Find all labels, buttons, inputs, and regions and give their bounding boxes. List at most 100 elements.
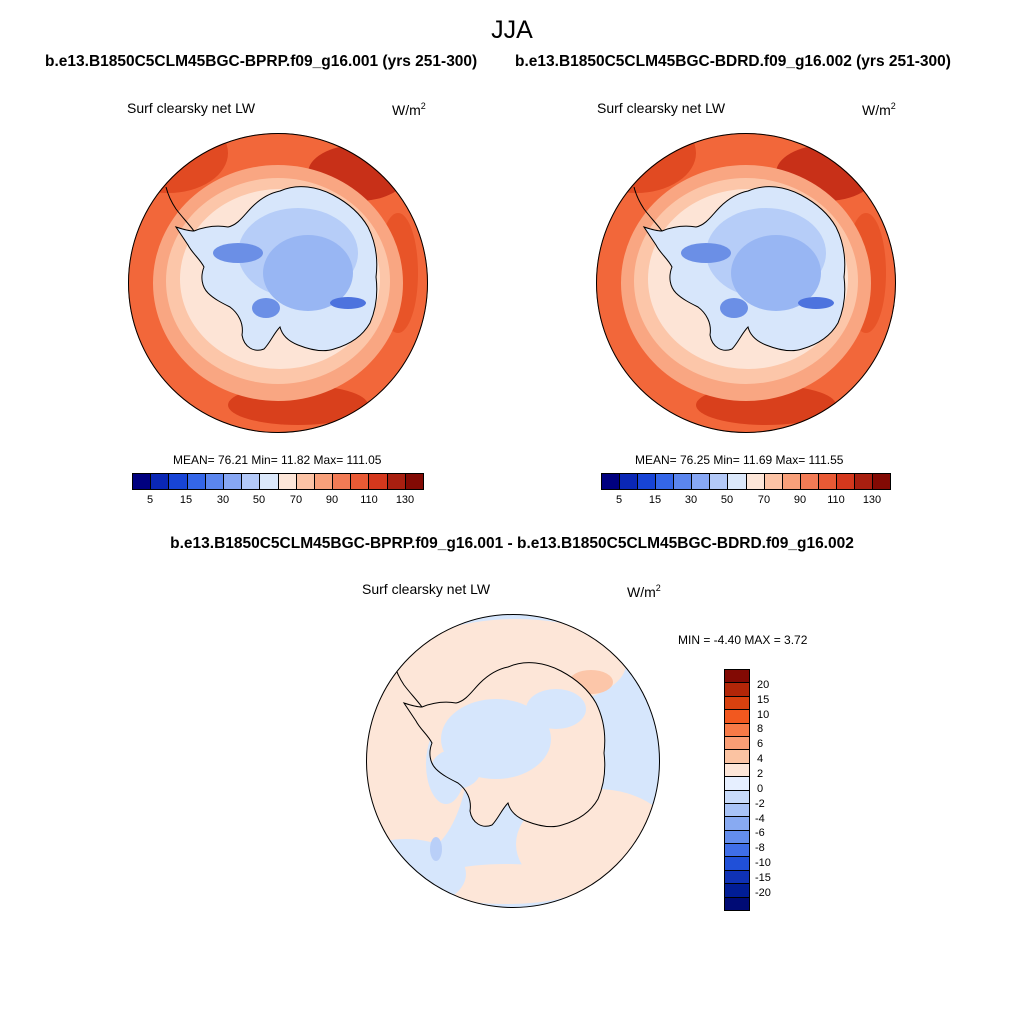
diff-colorbar [724, 669, 750, 911]
diff-map [366, 614, 660, 908]
cb-swatch [800, 474, 819, 489]
panel1-cb-label: 30 [216, 494, 230, 506]
panel2-cb-label: 5 [615, 494, 623, 506]
diff-cb-label: -15 [755, 872, 771, 884]
cb-swatch [296, 474, 315, 489]
diff-variable: Surf clearsky net LW [362, 581, 491, 597]
cb-swatch [872, 474, 890, 489]
cb-swatch [725, 763, 749, 778]
panel1-stats: MEAN= 76.21 Min= 11.82 Max= 111.05 [173, 453, 382, 467]
panel2-cb-label: 50 [720, 494, 734, 506]
cb-swatch [351, 474, 370, 489]
panel1-variable: Surf clearsky net LW [127, 100, 256, 116]
season-title: JJA [491, 16, 533, 44]
diff-cb-label: 20 [757, 679, 770, 691]
cb-swatch [782, 474, 801, 489]
cb-swatch [764, 474, 783, 489]
diff-cb-label: -20 [755, 887, 771, 899]
panel2-cb-label: 70 [757, 494, 771, 506]
case-a-title: b.e13.B1850C5CLM45BGC-BPRP.f09_g16.001 (… [45, 53, 478, 70]
panel1-cb-label: 110 [360, 494, 378, 506]
panel2-stats: MEAN= 76.25 Min= 11.69 Max= 111.55 [635, 453, 844, 467]
cb-swatch [725, 790, 749, 804]
diff-cb-label: 4 [757, 753, 764, 765]
cb-swatch [674, 474, 693, 489]
panel1-unit: W/m2 [392, 101, 426, 118]
panel2-cb-label: 110 [827, 494, 845, 506]
cb-swatch [818, 474, 837, 489]
panel1-map [128, 133, 428, 433]
panel2-cb-label: 130 [862, 494, 882, 506]
cb-swatch [725, 723, 749, 737]
diff-cb-label: 15 [757, 694, 770, 706]
diff-stats: MIN = -4.40 MAX = 3.72 [678, 633, 808, 647]
cb-swatch [260, 474, 279, 489]
cb-swatch [725, 844, 749, 858]
panel2-map [596, 133, 896, 433]
panel2-cb-label: 30 [684, 494, 698, 506]
cb-swatch [656, 474, 675, 489]
panel1-cb-label: 130 [395, 494, 415, 506]
cb-swatch [333, 474, 352, 489]
diff-cb-label: 10 [757, 709, 770, 721]
cb-swatch [602, 474, 621, 489]
panel2-colorbar [601, 473, 891, 490]
cb-swatch [725, 870, 749, 885]
cb-swatch [725, 736, 749, 751]
cb-swatch [725, 803, 749, 818]
diff-cb-label: -8 [755, 842, 765, 854]
cb-swatch [369, 474, 388, 489]
cb-swatch [223, 474, 243, 489]
cb-swatch [725, 884, 749, 898]
diff-title: b.e13.B1850C5CLM45BGC-BPRP.f09_g16.001 -… [170, 535, 854, 552]
cb-swatch [725, 830, 749, 845]
cb-swatch [405, 474, 423, 489]
panel1-colorbar [132, 473, 424, 490]
diff-cb-label: 0 [757, 783, 764, 795]
cb-swatch [638, 474, 657, 489]
cb-swatch [692, 474, 711, 489]
cb-swatch [278, 474, 297, 489]
cb-swatch [725, 897, 749, 911]
cb-swatch [314, 474, 334, 489]
case-b-title: b.e13.B1850C5CLM45BGC-BDRD.f09_g16.002 (… [515, 53, 951, 70]
cb-swatch [725, 750, 749, 764]
cb-swatch [836, 474, 855, 489]
cb-swatch [169, 474, 188, 489]
diff-cb-label: 8 [757, 723, 764, 735]
diff-cb-label: -4 [755, 813, 765, 825]
panel1-cb-label: 15 [179, 494, 193, 506]
cb-swatch [854, 474, 873, 489]
cb-swatch [205, 474, 224, 489]
cb-swatch [725, 670, 749, 684]
cb-swatch [728, 474, 747, 489]
cb-swatch [133, 474, 152, 489]
cb-swatch [710, 474, 729, 489]
cb-swatch [187, 474, 206, 489]
panel2-cb-label: 15 [648, 494, 662, 506]
panel1-cb-label: 5 [146, 494, 154, 506]
cb-swatch [725, 696, 749, 711]
diff-cb-label: -6 [755, 827, 765, 839]
diff-cb-label: -10 [755, 857, 771, 869]
panel1-cb-label: 50 [252, 494, 266, 506]
panel2-cb-label: 90 [793, 494, 807, 506]
cb-swatch [725, 683, 749, 697]
diff-cb-label: 2 [757, 768, 764, 780]
panel2-unit: W/m2 [862, 101, 896, 118]
cb-swatch [151, 474, 170, 489]
panel1-cb-label: 90 [325, 494, 339, 506]
cb-swatch [620, 474, 639, 489]
cb-swatch [725, 817, 749, 831]
cb-swatch [387, 474, 406, 489]
diff-cb-label: 6 [757, 738, 764, 750]
panel1-cb-label: 70 [289, 494, 303, 506]
cb-swatch [725, 777, 749, 791]
cb-swatch [242, 474, 261, 489]
diff-cb-label: -2 [755, 798, 765, 810]
cb-swatch [725, 710, 749, 724]
cb-swatch [746, 474, 765, 489]
panel2-variable: Surf clearsky net LW [597, 100, 726, 116]
diff-unit: W/m2 [627, 583, 661, 600]
cb-swatch [725, 857, 749, 871]
